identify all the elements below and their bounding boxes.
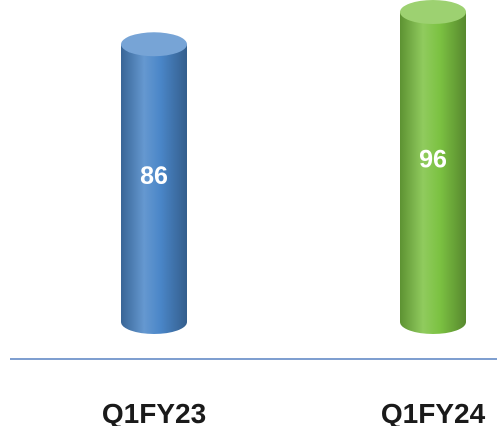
bar-body xyxy=(400,12,466,334)
category-labels: Q1FY23 Q1FY24 xyxy=(102,398,486,426)
bar-q1fy24: 96 xyxy=(400,0,466,334)
bar-top-cap xyxy=(400,0,466,24)
data-label: 96 xyxy=(419,145,447,173)
category-label: Q1FY24 xyxy=(381,398,486,426)
bar-q1fy23: 86 xyxy=(121,32,187,335)
bar-top-cap xyxy=(121,32,187,57)
category-label: Q1FY23 xyxy=(102,398,206,426)
data-label: 86 xyxy=(140,162,168,190)
bars-layer: 86 96 xyxy=(121,0,466,335)
bar-body xyxy=(121,44,187,335)
